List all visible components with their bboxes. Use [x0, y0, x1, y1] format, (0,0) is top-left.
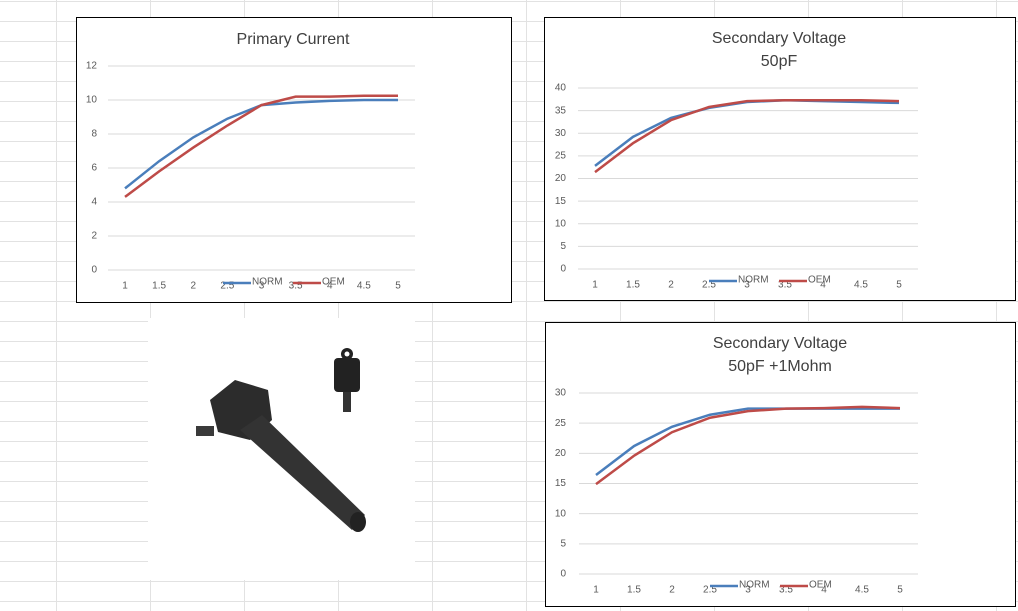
x-tick-label: 2.5	[703, 585, 717, 596]
y-tick-label: 8	[91, 129, 97, 140]
key-hole	[344, 351, 350, 357]
x-tick-label: 4	[327, 281, 333, 292]
x-tick-label: 3	[259, 281, 265, 292]
legend-label: OEM	[808, 275, 831, 286]
y-tick-label: 2	[91, 231, 97, 242]
x-tick-label: 4.5	[854, 280, 868, 291]
x-tick-label: 3.5	[778, 280, 792, 291]
x-tick-label: 1	[593, 585, 599, 596]
y-tick-label: 0	[560, 264, 566, 275]
y-tick-label: 0	[91, 265, 97, 276]
x-tick-label: 3	[745, 585, 751, 596]
y-tick-label: 0	[560, 569, 566, 580]
x-tick-label: 2.5	[220, 281, 234, 292]
legend-label: NORM	[738, 275, 769, 286]
legend-label: NORM	[252, 277, 283, 288]
x-tick-label: 3	[744, 280, 750, 291]
y-tick-label: 4	[91, 197, 97, 208]
chart-title: 50pF +1Mohm	[728, 358, 832, 375]
data-line	[124, 94, 398, 198]
legend-label: OEM	[809, 580, 832, 591]
data-line	[594, 98, 900, 174]
x-tick-label: 2	[190, 281, 196, 292]
key-blade	[343, 392, 351, 412]
y-tick-label: 6	[91, 163, 97, 174]
y-tick-label: 15	[555, 478, 567, 489]
x-tick-label: 1.5	[627, 585, 641, 596]
y-tick-label: 12	[86, 61, 98, 72]
y-tick-label: 15	[555, 196, 567, 207]
x-tick-label: 1	[122, 281, 128, 292]
x-tick-label: 5	[897, 585, 903, 596]
chart-title: Primary Current	[237, 31, 350, 48]
chart-title: Secondary Voltage	[712, 30, 846, 47]
legend-label: NORM	[739, 580, 770, 591]
x-tick-label: 3.5	[289, 281, 303, 292]
y-tick-label: 10	[86, 95, 98, 106]
y-tick-label: 30	[555, 388, 567, 399]
y-tick-label: 20	[555, 173, 567, 184]
x-tick-label: 1	[592, 280, 598, 291]
x-tick-label: 4.5	[855, 585, 869, 596]
y-tick-label: 5	[560, 241, 566, 252]
x-tick-label: 1.5	[626, 280, 640, 291]
legend-label: OEM	[322, 277, 345, 288]
x-tick-label: 4.5	[357, 281, 371, 292]
photo[interactable]	[148, 318, 415, 580]
coil-tip	[350, 512, 366, 532]
y-tick-label: 10	[555, 218, 567, 229]
chart-frame[interactable]	[544, 17, 1016, 301]
chart-frame[interactable]	[76, 17, 512, 303]
y-tick-label: 25	[555, 151, 567, 162]
y-tick-label: 35	[555, 105, 567, 116]
chart-title: Secondary Voltage	[713, 335, 847, 352]
coil-body	[240, 415, 365, 530]
key-head	[334, 358, 360, 392]
y-tick-label: 30	[555, 128, 567, 139]
x-tick-label: 2.5	[702, 280, 716, 291]
x-tick-label: 3.5	[779, 585, 793, 596]
y-tick-label: 20	[555, 448, 567, 459]
x-tick-label: 1.5	[152, 281, 166, 292]
data-line	[595, 405, 901, 486]
data-line	[595, 407, 900, 477]
x-tick-label: 5	[395, 281, 401, 292]
x-tick-label: 4	[820, 280, 826, 291]
y-tick-label: 40	[555, 83, 567, 94]
x-tick-label: 4	[821, 585, 827, 596]
x-tick-label: 5	[896, 280, 902, 291]
x-tick-label: 2	[669, 585, 675, 596]
x-tick-label: 2	[668, 280, 674, 291]
chart-title: 50pF	[761, 53, 798, 70]
y-tick-label: 5	[560, 538, 566, 549]
coil-connector	[196, 426, 214, 436]
y-tick-label: 10	[555, 508, 567, 519]
y-tick-label: 25	[555, 418, 567, 429]
